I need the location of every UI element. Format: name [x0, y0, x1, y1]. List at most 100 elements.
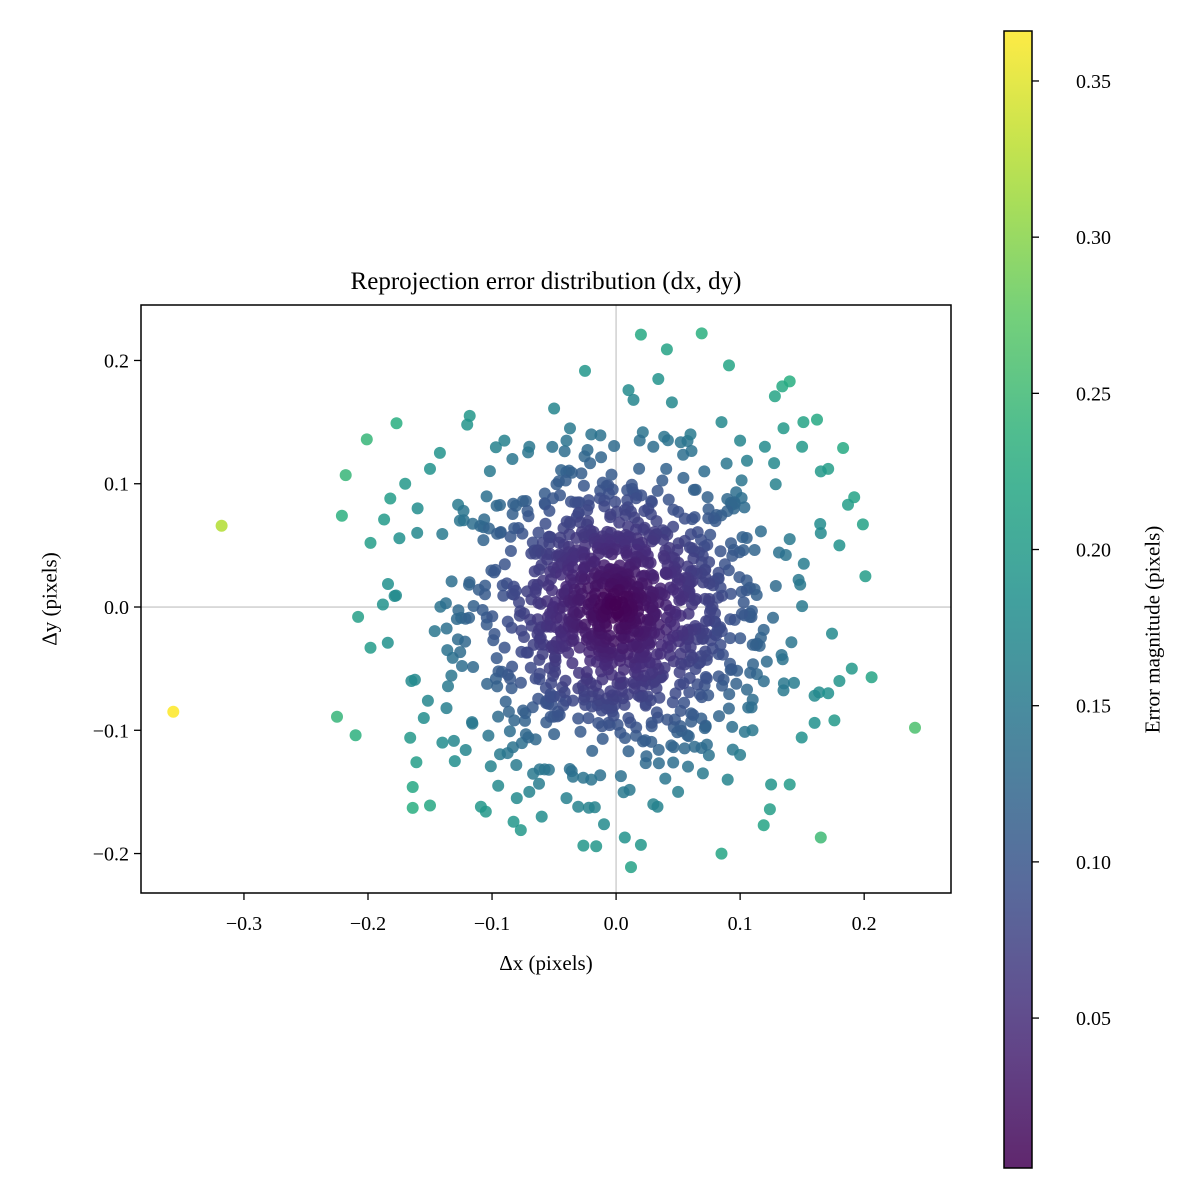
- data-point: [421, 694, 434, 707]
- colorbar: 0.05 0.10 0.15 0.20 0.25 0.30 0.35: [1003, 30, 1111, 1169]
- data-point: [682, 760, 694, 773]
- data-point: [477, 534, 490, 547]
- y-tick-label: −0.2: [93, 844, 129, 866]
- data-point: [586, 744, 599, 757]
- data-point: [822, 687, 835, 700]
- data-point: [488, 628, 501, 640]
- data-point: [660, 611, 673, 624]
- data-point: [715, 416, 728, 429]
- data-point: [720, 457, 733, 470]
- data-point: [445, 669, 458, 682]
- data-point: [741, 683, 753, 696]
- data-point: [652, 373, 665, 385]
- data-point: [693, 688, 706, 701]
- data-point: [616, 641, 629, 654]
- colorbar-tick-label: 0.35: [1076, 71, 1111, 93]
- data-point: [814, 831, 827, 844]
- data-point: [758, 440, 771, 453]
- data-point: [865, 671, 878, 684]
- data-point: [506, 741, 519, 754]
- x-axis: −0.3 −0.2 −0.1 0.0 0.1 0.2: [226, 893, 877, 935]
- data-point: [724, 632, 737, 645]
- data-point: [504, 530, 517, 543]
- y-axis-label: Δy (pixels): [37, 552, 61, 645]
- data-point: [505, 682, 518, 695]
- data-point: [634, 328, 647, 341]
- data-point: [701, 491, 714, 504]
- data-point: [580, 666, 593, 678]
- data-point: [609, 598, 622, 611]
- data-point: [466, 716, 478, 729]
- data-point: [622, 712, 635, 724]
- data-point: [584, 457, 597, 470]
- data-point: [331, 710, 343, 723]
- data-point: [492, 779, 505, 792]
- data-point: [559, 474, 572, 487]
- data-point: [656, 474, 669, 487]
- data-point: [504, 545, 517, 557]
- data-point: [639, 734, 652, 747]
- data-point: [833, 539, 846, 552]
- x-tick-label: −0.3: [226, 913, 262, 935]
- plot-frame: [140, 304, 952, 894]
- data-point: [533, 777, 545, 790]
- data-point: [499, 695, 512, 708]
- data-point: [687, 483, 700, 496]
- data-point: [757, 819, 770, 832]
- data-point: [669, 687, 682, 700]
- data-point: [698, 465, 711, 478]
- data-point: [522, 510, 535, 523]
- data-point: [736, 531, 749, 544]
- data-point: [699, 671, 712, 683]
- data-point: [215, 519, 228, 532]
- data-point: [746, 638, 759, 651]
- data-point: [167, 705, 180, 718]
- data-point: [735, 474, 748, 487]
- data-point: [763, 803, 776, 816]
- data-point: [604, 685, 617, 698]
- data-point: [677, 448, 690, 461]
- data-point: [845, 662, 858, 675]
- x-tick-label: 0.1: [728, 913, 753, 935]
- data-point: [533, 563, 546, 576]
- data-point: [667, 503, 680, 516]
- data-point: [726, 549, 739, 562]
- data-point: [516, 527, 529, 540]
- data-point: [533, 667, 546, 680]
- data-point: [685, 707, 698, 720]
- x-axis-label: Δx (pixels): [499, 951, 592, 975]
- data-point: [702, 749, 715, 762]
- data-point: [699, 592, 712, 605]
- data-point: [505, 621, 518, 634]
- data-point: [590, 840, 603, 853]
- data-point: [558, 445, 571, 458]
- data-point: [364, 641, 377, 654]
- data-point: [814, 518, 827, 530]
- data-point: [748, 544, 761, 556]
- data-point: [697, 576, 709, 589]
- data-point: [433, 446, 446, 459]
- data-point: [579, 364, 591, 377]
- data-point: [566, 694, 579, 707]
- data-point: [773, 546, 785, 559]
- data-point: [406, 801, 419, 814]
- data-point: [566, 657, 579, 670]
- data-point: [474, 800, 487, 813]
- data-point: [796, 440, 809, 453]
- data-point: [714, 545, 727, 558]
- data-point: [436, 528, 449, 540]
- data-point: [572, 712, 585, 725]
- y-axis: −0.2 −0.1 0.0 0.1 0.2: [93, 350, 141, 866]
- data-point: [519, 495, 532, 507]
- data-point: [463, 578, 475, 591]
- colorbar-tick-label: 0.05: [1076, 1008, 1111, 1030]
- data-point: [667, 756, 680, 769]
- data-point: [672, 785, 685, 798]
- data-point: [382, 578, 394, 590]
- data-point: [614, 770, 627, 783]
- data-point: [480, 490, 493, 503]
- data-point: [376, 598, 389, 611]
- data-point: [660, 462, 673, 475]
- data-point: [776, 380, 789, 393]
- data-point: [484, 760, 497, 773]
